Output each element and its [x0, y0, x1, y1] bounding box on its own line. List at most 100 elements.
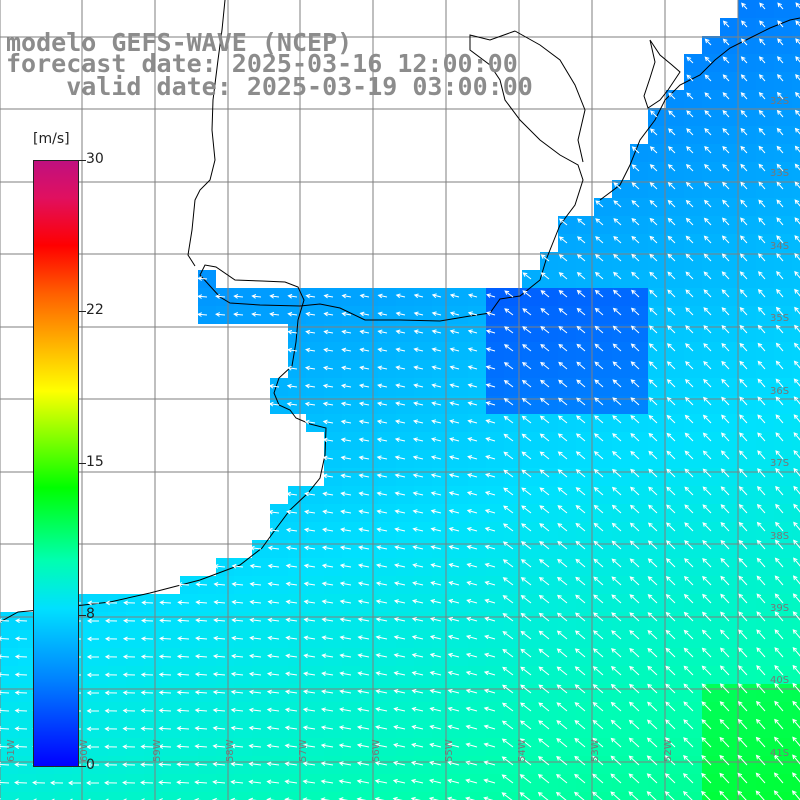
ocean-cell	[720, 792, 738, 800]
wind-arrow	[719, 772, 730, 784]
wind-arrow	[557, 415, 568, 424]
wind-arrow	[666, 486, 676, 496]
wind-arrow	[466, 616, 478, 622]
wind-arrow	[376, 509, 388, 514]
wind-arrow	[411, 599, 424, 604]
wind-arrow	[594, 361, 604, 370]
wind-arrow	[685, 217, 694, 226]
wind-arrow	[303, 563, 316, 569]
ocean-cell	[594, 792, 612, 800]
ocean-cell	[792, 792, 800, 800]
wind-arrow	[703, 289, 712, 298]
wind-arrow	[359, 311, 370, 317]
wind-arrow	[739, 289, 748, 298]
wind-arrow	[158, 798, 163, 800]
ocean-cell	[72, 792, 90, 800]
wind-arrow	[795, 74, 800, 81]
wind-arrow	[631, 217, 640, 226]
wind-arrow	[576, 361, 586, 370]
wind-arrow	[773, 754, 784, 766]
wind-arrow	[704, 145, 712, 154]
ocean-cell	[108, 792, 126, 800]
wind-arrow	[594, 379, 604, 388]
wind-arrow	[576, 254, 586, 262]
wind-arrow	[393, 689, 406, 694]
wind-arrow	[647, 558, 658, 568]
wind-arrow	[738, 486, 748, 496]
wind-arrow	[394, 563, 406, 568]
wind-arrow	[702, 504, 712, 514]
wind-arrow	[356, 779, 370, 784]
wind-arrow	[648, 397, 658, 406]
wind-arrow	[558, 218, 568, 226]
wind-arrow	[286, 401, 298, 407]
wind-arrow	[485, 329, 496, 334]
wind-arrow	[321, 563, 334, 569]
wind-arrow	[395, 383, 406, 389]
wind-arrow	[249, 599, 262, 605]
wind-arrow	[429, 652, 442, 658]
wind-arrow	[339, 581, 352, 587]
wind-arrow	[447, 670, 460, 676]
wind-arrow	[703, 235, 712, 244]
wind-arrow	[323, 311, 334, 317]
wind-arrow	[251, 294, 262, 299]
wind-arrow	[702, 557, 712, 568]
wind-arrow	[593, 540, 604, 550]
wind-arrow	[557, 540, 568, 550]
wind-arrow	[339, 653, 352, 658]
wind-arrow	[702, 522, 712, 532]
wind-arrow	[667, 199, 676, 208]
latitude-label: 33S	[770, 168, 789, 179]
wind-arrow	[267, 635, 280, 641]
wind-arrow	[158, 744, 172, 749]
wind-arrow	[430, 509, 442, 514]
wind-arrow	[394, 473, 406, 478]
wind-arrow	[411, 724, 424, 730]
wind-arrow	[467, 329, 478, 334]
wind-arrow	[684, 396, 694, 406]
wind-arrow	[321, 689, 334, 694]
wind-arrow	[558, 290, 568, 298]
wind-arrow	[484, 526, 496, 532]
wind-arrow	[466, 562, 478, 568]
wind-arrow	[303, 617, 316, 623]
wind-arrow	[14, 672, 28, 678]
wind-arrow	[666, 414, 676, 424]
wind-arrow	[320, 761, 334, 766]
wind-arrow	[649, 289, 658, 298]
wind-arrow	[720, 468, 730, 478]
ocean-cell	[540, 792, 558, 800]
wind-arrow	[267, 581, 280, 587]
wind-arrow	[447, 760, 460, 766]
wind-arrow	[721, 271, 730, 280]
wind-arrow	[430, 491, 442, 496]
wind-arrow	[684, 522, 694, 532]
wind-arrow	[758, 74, 766, 82]
wind-arrow	[757, 360, 766, 370]
wind-arrow	[557, 451, 568, 460]
wind-arrow	[719, 701, 730, 712]
wind-arrow	[574, 737, 586, 748]
wind-arrow	[194, 779, 208, 785]
wind-arrow	[194, 761, 208, 767]
wind-arrow	[629, 630, 640, 640]
wind-arrow	[230, 689, 244, 695]
wind-arrow	[777, 56, 784, 64]
wind-arrow	[286, 491, 298, 497]
wind-arrow	[303, 581, 316, 587]
wind-arrow	[538, 666, 550, 676]
wind-arrow	[611, 558, 622, 568]
wind-arrow	[520, 612, 532, 622]
wind-arrow	[702, 468, 712, 478]
longitude-label: 57W	[298, 739, 309, 762]
coastline-path-north	[599, 17, 800, 201]
wind-arrow	[356, 725, 370, 730]
wind-arrow	[466, 491, 478, 496]
wind-arrow	[576, 272, 586, 280]
wind-arrow	[213, 635, 226, 641]
wind-arrow	[86, 708, 100, 714]
wind-arrow	[394, 491, 406, 496]
wind-arrow	[775, 396, 784, 406]
wind-arrow	[575, 558, 586, 568]
